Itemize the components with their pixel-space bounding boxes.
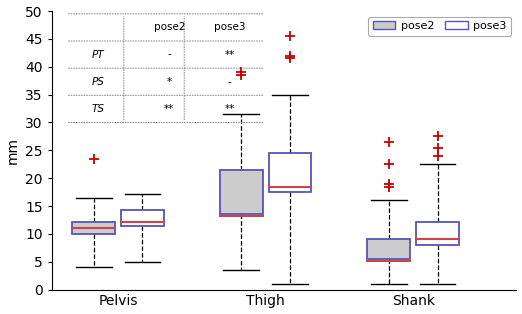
- Text: *: *: [167, 77, 172, 87]
- Text: **: **: [224, 50, 235, 60]
- Text: PS: PS: [92, 77, 105, 87]
- Text: **: **: [224, 104, 235, 114]
- Text: pose2: pose2: [153, 22, 185, 32]
- Bar: [121, 210, 164, 225]
- Bar: [367, 240, 410, 259]
- Text: **: **: [164, 104, 174, 114]
- Bar: [73, 222, 115, 234]
- Text: pose3: pose3: [214, 22, 245, 32]
- Legend: pose2, pose3: pose2, pose3: [369, 17, 511, 35]
- Text: TS: TS: [92, 104, 105, 114]
- Y-axis label: mm: mm: [6, 137, 19, 164]
- Text: PT: PT: [92, 50, 104, 60]
- Bar: [220, 170, 263, 214]
- Bar: [416, 222, 459, 245]
- Text: -: -: [228, 77, 232, 87]
- Text: -: -: [168, 50, 171, 60]
- Bar: [269, 153, 312, 192]
